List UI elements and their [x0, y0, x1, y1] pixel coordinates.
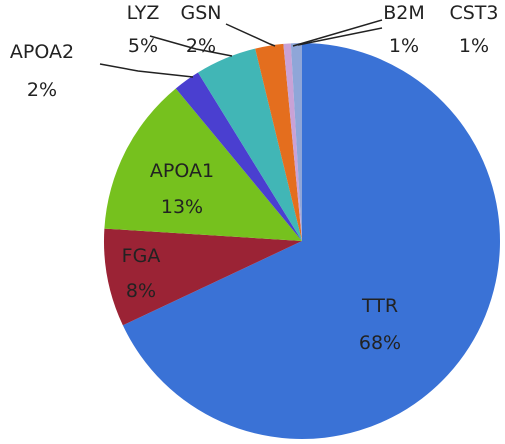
pie-slices: [103, 43, 500, 439]
pie-slice-ttr: [122, 43, 500, 439]
slice-label-cst3: CST3: [449, 2, 498, 24]
leader-line-gsn: [225, 23, 276, 47]
pie-slice-b2m: [283, 43, 302, 241]
slice-value-apoa1: 13%: [161, 196, 203, 218]
leader-line-apoa2: [99, 63, 194, 78]
pie-slice-gsn: [255, 43, 302, 241]
slice-value-cst3: 1%: [459, 35, 489, 57]
slice-labels: TTR 68% FGA 8% APOA1 13% APOA2 2% LYZ 5%…: [10, 2, 499, 354]
leader-line-cst3: [297, 27, 383, 46]
leader-line-b2m: [292, 19, 383, 47]
pie-slice-apoa1: [104, 88, 302, 241]
slice-value-gsn: 2%: [186, 35, 216, 57]
slice-label-gsn: GSN: [181, 2, 222, 24]
pie-slice-cst3: [290, 43, 302, 241]
slice-value-apoa2: 2%: [27, 79, 57, 101]
slice-value-lyz: 5%: [128, 35, 158, 57]
pie-slice-lyz: [198, 48, 302, 242]
leader-lines: [99, 19, 383, 78]
slice-label-apoa1: APOA1: [150, 160, 214, 182]
pie-slice-fga: [103, 228, 302, 326]
slice-label-ttr: TTR: [361, 295, 398, 317]
slice-label-b2m: B2M: [383, 2, 425, 24]
leader-line-lyz: [149, 35, 233, 57]
pie-slice-apoa2: [175, 72, 302, 241]
slice-label-lyz: LYZ: [127, 2, 160, 24]
slice-value-ttr: 68%: [359, 332, 401, 354]
slice-value-b2m: 1%: [389, 35, 419, 57]
slice-label-fga: FGA: [122, 245, 161, 267]
slice-value-fga: 8%: [126, 280, 156, 302]
slice-label-apoa2: APOA2: [10, 41, 74, 63]
